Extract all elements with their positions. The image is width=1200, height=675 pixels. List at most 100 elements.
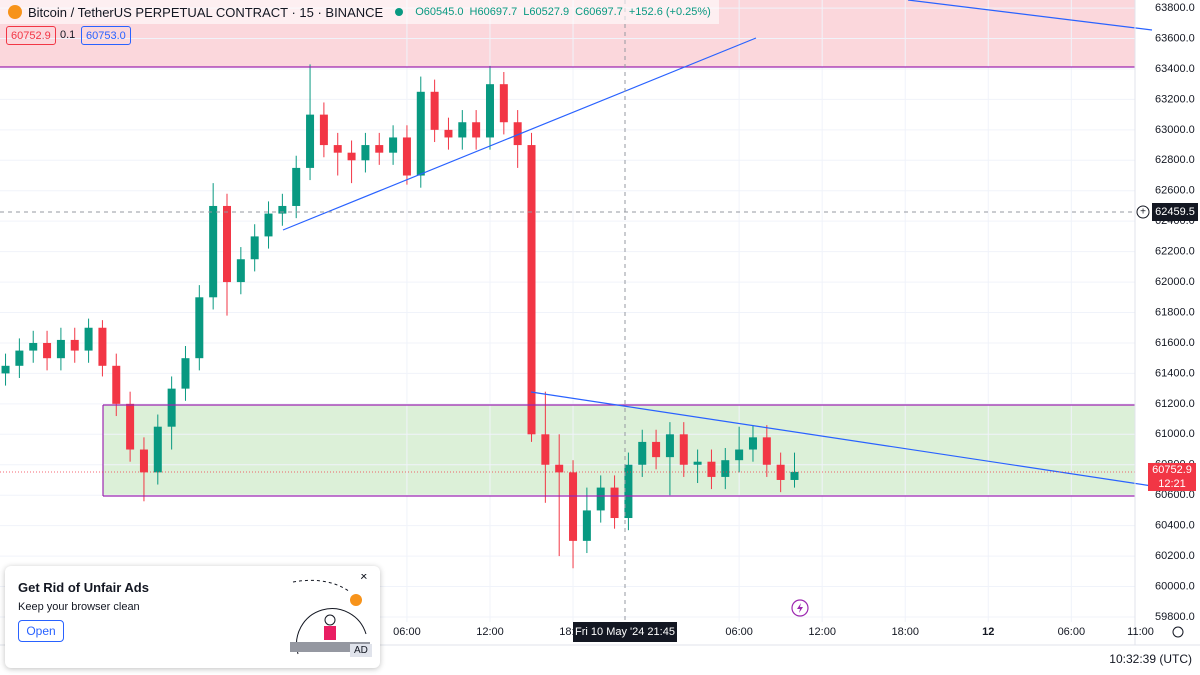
event-icon (797, 603, 803, 613)
candle-body (126, 403, 135, 450)
candle-body (582, 510, 591, 541)
candle-body (513, 122, 522, 146)
buy-button[interactable]: 60753.0 (81, 26, 131, 45)
candle-body (112, 365, 121, 404)
y-tick-label: 63000.0 (1155, 124, 1195, 136)
candle-body (333, 145, 342, 153)
candle-body (389, 137, 398, 153)
y-tick-label: 61400.0 (1155, 367, 1195, 379)
candle-body (84, 327, 93, 351)
candle-body (665, 434, 674, 458)
drawings (0, 0, 1153, 622)
crosshair-price-box (1152, 203, 1198, 221)
candle-body (652, 441, 661, 458)
candle-body (485, 84, 494, 138)
candle-body (139, 449, 148, 473)
candle-body (278, 205, 287, 214)
candle-body (416, 91, 425, 176)
candle-body (167, 388, 176, 427)
candle-body (347, 152, 356, 161)
symbol: Bitcoin / TetherUS PERPETUAL CONTRACT · … (28, 4, 384, 20)
settings-icon[interactable] (1172, 626, 1184, 638)
ohlc-high: H60697.7 (469, 6, 518, 18)
candle-body (195, 297, 204, 359)
candle-body (638, 441, 647, 465)
ad-art (324, 626, 336, 640)
spread: 0.1 (60, 28, 76, 41)
ad-open-button[interactable]: Open (18, 620, 64, 642)
candle-body (527, 145, 536, 435)
candles (1, 64, 799, 569)
candle-body (250, 236, 259, 260)
ad-art (350, 594, 362, 606)
ad-art (324, 614, 336, 626)
ohlc-open: O60545.0 (415, 6, 464, 18)
candle-body (707, 461, 716, 477)
last-price: 60752.9 (1152, 464, 1192, 476)
crosshair-price: 62459.5 (1155, 206, 1195, 218)
candle-body (43, 342, 52, 359)
candle-body (430, 91, 439, 130)
status-dot (395, 8, 404, 16)
x-tick-label: 12 (982, 626, 994, 638)
y-tick-label: 60600.0 (1155, 489, 1195, 501)
countdown: 12:21 (1158, 478, 1186, 490)
ad-title: Get Rid of Unfair Ads (18, 580, 149, 595)
candle-body (458, 122, 467, 138)
candle-body (748, 437, 757, 450)
ad-art (296, 608, 367, 655)
x-tick-label: 06:00 (393, 626, 421, 638)
y-tick-label: 63800.0 (1155, 2, 1195, 14)
ad-art (290, 642, 370, 652)
candle-body (790, 471, 799, 480)
sell-button[interactable]: 60752.9 (6, 26, 56, 45)
candle-body (375, 145, 384, 153)
candle-body (721, 460, 730, 477)
candle-body (444, 129, 453, 138)
x-tick-label: 06:00 (725, 626, 753, 638)
candle-body (693, 461, 702, 465)
trend-line (282, 37, 757, 231)
candle-body (181, 358, 190, 389)
candle-body (1, 365, 10, 374)
candle-body (569, 472, 578, 541)
legend: Bitcoin / TetherUS PERPETUAL CONTRACT · … (0, 0, 719, 24)
x-tick-label: 12:00 (476, 626, 504, 638)
event-icon[interactable] (791, 599, 809, 617)
y-tick-label: 60400.0 (1155, 520, 1195, 532)
y-tick-label: 63400.0 (1155, 63, 1195, 75)
y-tick-label: 60200.0 (1155, 550, 1195, 562)
crosshair-time: Fri 10 May '24 21:45 (575, 626, 675, 638)
candle-body (610, 487, 619, 519)
add-alert-plus: + (1140, 207, 1146, 218)
candle-body (402, 137, 411, 176)
x-tick-label: 06:00 (1058, 626, 1086, 638)
candle-body (541, 434, 550, 465)
y-tick-label: 62800.0 (1155, 154, 1195, 166)
y-tick-label: 59800.0 (1155, 611, 1195, 623)
y-tick-label: 61200.0 (1155, 398, 1195, 410)
y-tick-label: 61600.0 (1155, 337, 1195, 349)
ohlc-change: +152.6 (+0.25%) (628, 6, 711, 18)
y-tick-label: 62600.0 (1155, 185, 1195, 197)
ad-close[interactable]: × (360, 574, 368, 583)
candle-body (223, 205, 231, 283)
ad-popup: Get Rid of Unfair Ads Keep your browser … (5, 566, 380, 668)
add-alert[interactable] (1136, 205, 1150, 219)
axis-labels: 59800.060000.060200.060400.060600.060800… (393, 2, 1195, 638)
candle-body (29, 342, 38, 351)
crosshair-time-box (573, 622, 677, 642)
y-tick-label: 60000.0 (1155, 580, 1195, 592)
crosshair-labels: Fri 10 May '24 21:45 + 62459.5 60752.9 1… (573, 203, 1198, 642)
candle-body (596, 487, 605, 511)
ad-art (292, 579, 351, 593)
candle-body (236, 259, 245, 283)
candle-body (319, 114, 328, 146)
candle-body (499, 84, 508, 123)
ad-text: Keep your browser clean (18, 601, 140, 613)
candle-body (361, 145, 370, 161)
last-price-box (1148, 463, 1196, 491)
candle-body (735, 449, 744, 461)
